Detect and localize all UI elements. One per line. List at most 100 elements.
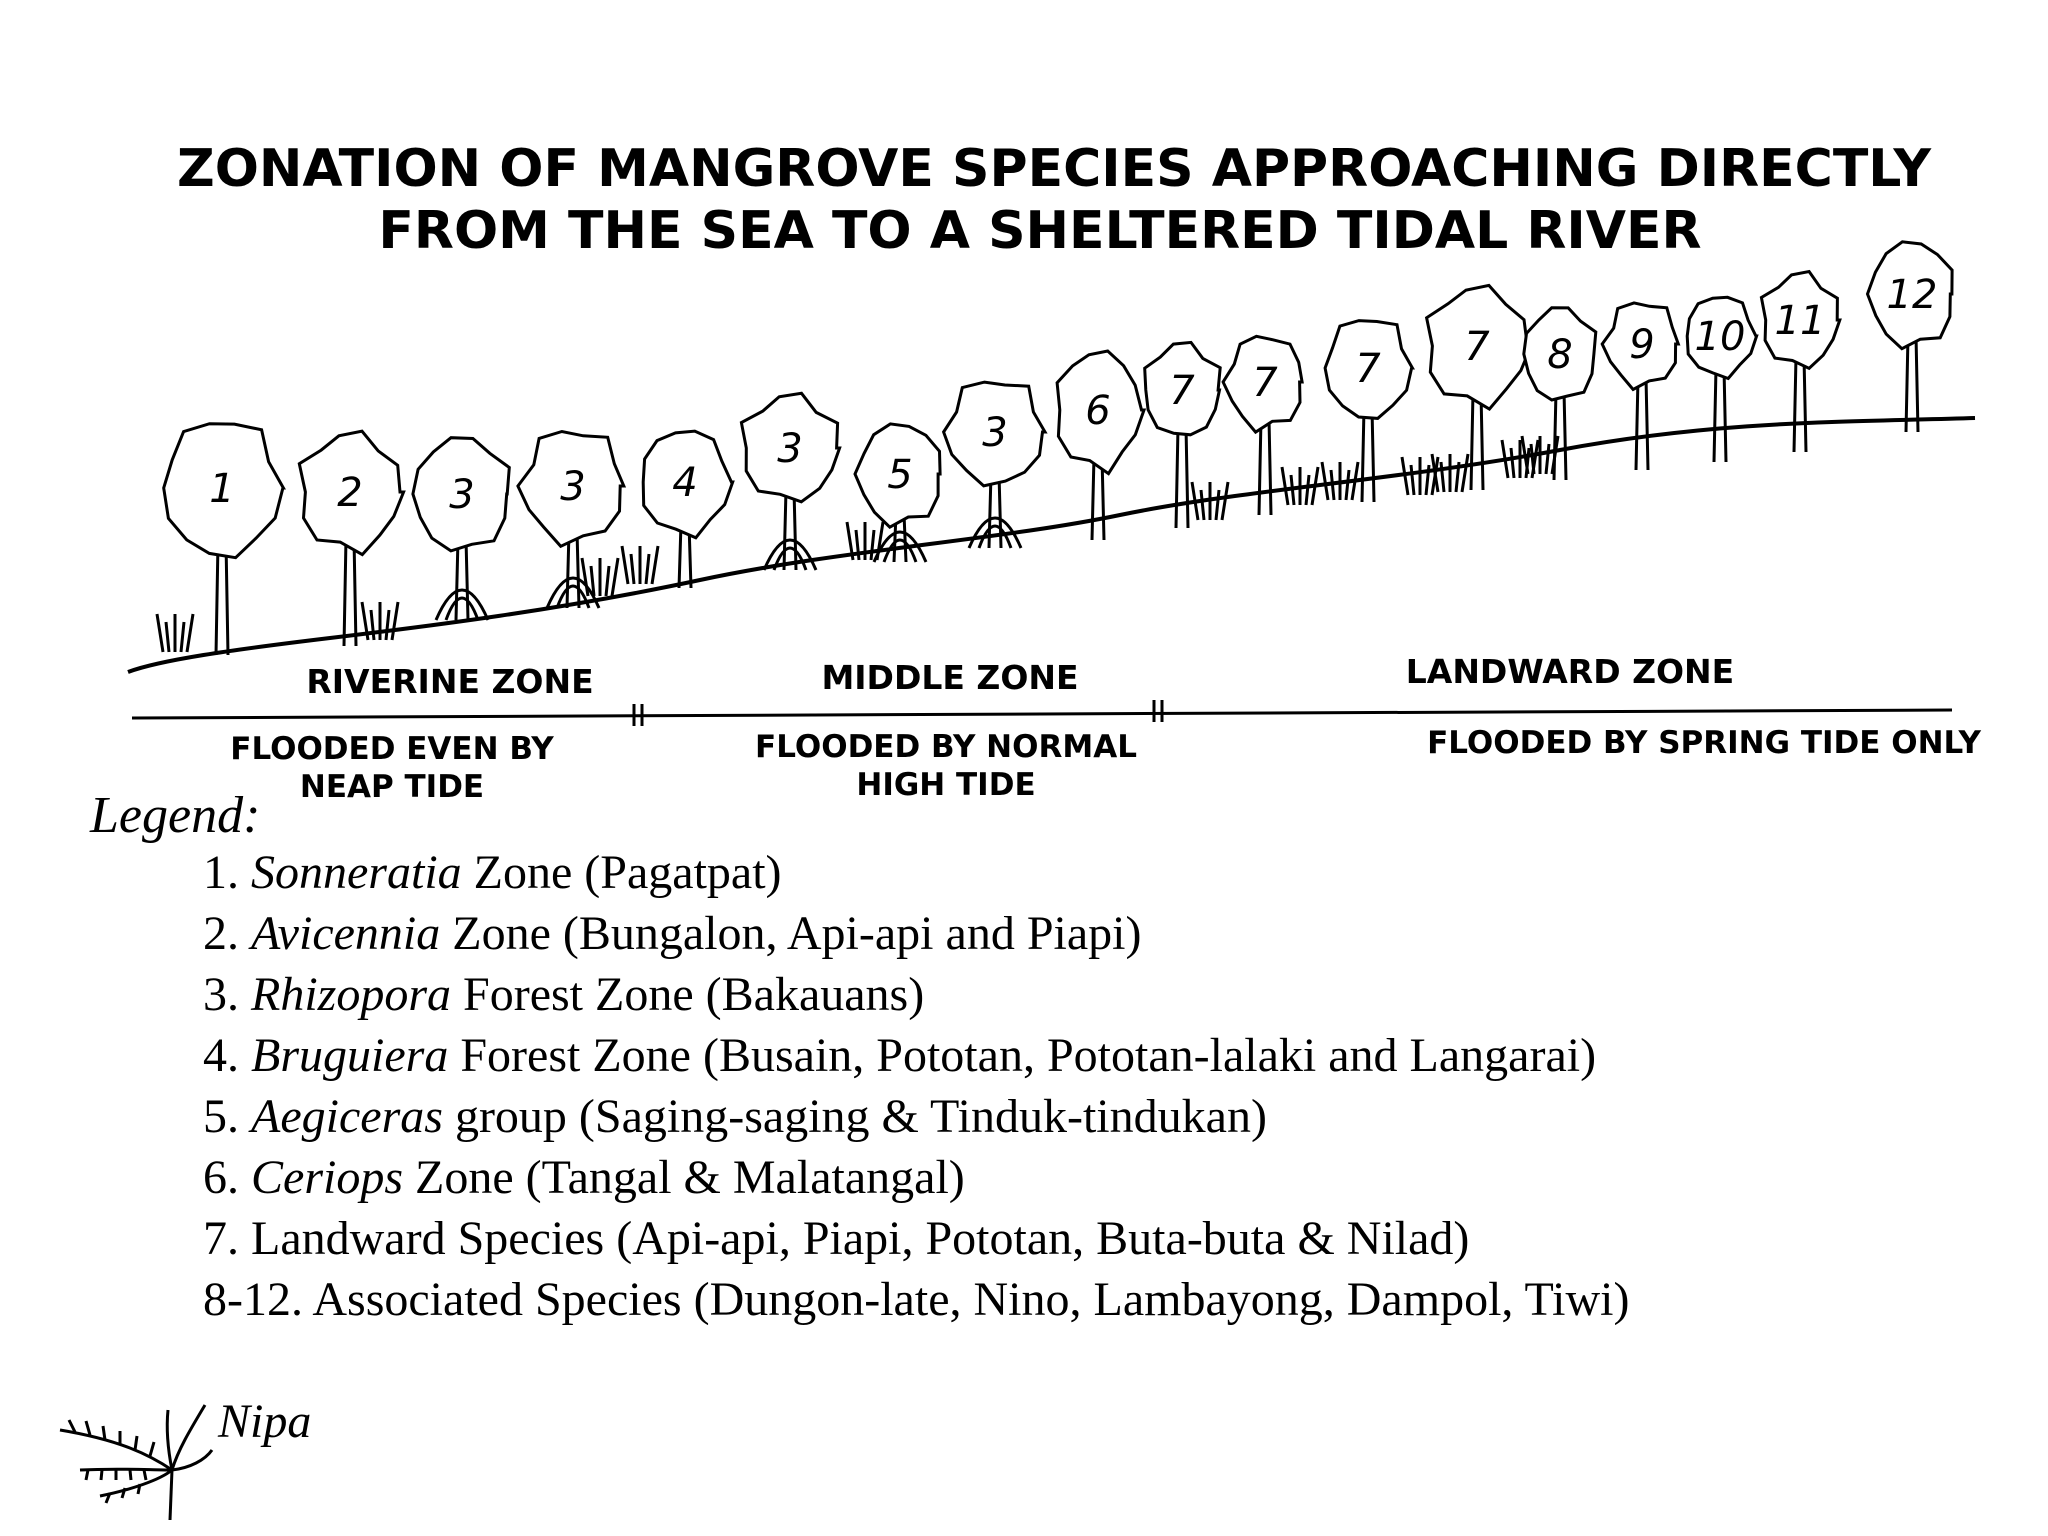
legend-item-description: Zone (Bungalon, Api-api and Piapi) (452, 907, 1142, 960)
tree-4: 3 (516, 429, 627, 609)
legend-item-description: Zone (Pagatpat) (473, 846, 782, 899)
ground-line (127, 416, 1976, 674)
zone-divider-line (131, 708, 1953, 720)
tree-crown (1600, 301, 1681, 392)
tree-10: 7 (1143, 340, 1222, 529)
tree-16: 10 (1685, 295, 1759, 463)
tree-number-label: 7 (1169, 368, 1195, 414)
tree-trunk (1712, 367, 1728, 463)
legend-item-number: 5. (203, 1090, 239, 1143)
tree-trunk (214, 542, 230, 656)
legend-item-3: 3. Rhizopora Forest Zone (Bakauans) (203, 964, 1629, 1025)
riverine-flood-text: FLOODED EVEN BY NEAP TIDE (222, 730, 562, 806)
tree-number-label: 3 (560, 464, 585, 510)
tree-crown (1424, 283, 1534, 412)
legend-item-description: Landward Species (Api-api, Piapi, Potota… (251, 1212, 1470, 1265)
tree-crown (1143, 340, 1222, 437)
tree-trunk (454, 538, 470, 621)
tree-number-label: 1 (209, 466, 234, 512)
tree-trunk (1792, 356, 1808, 453)
tree-trunk (1257, 418, 1273, 516)
tree-trunk (987, 473, 1003, 549)
undergrowth-tuft (1320, 461, 1360, 501)
legend-title: Legend: (90, 787, 261, 844)
tree-3: 3 (411, 436, 511, 621)
legend-item-description: Associated Species (Dungon-late, Nino, L… (312, 1273, 1630, 1326)
tree-crown (516, 429, 627, 549)
tree-8: 3 (941, 380, 1048, 549)
tree-12: 7 (1323, 319, 1415, 503)
tree-number-label: 3 (777, 426, 802, 472)
tree-crown (1522, 306, 1598, 402)
undergrowth-tuft (155, 613, 195, 653)
tree-crown (853, 422, 942, 530)
undergrowth-tuft (1500, 439, 1540, 479)
prop-roots (967, 516, 1023, 549)
legend-list: 1. Sonneratia Zone (Pagatpat) 2. Avicenn… (203, 842, 1629, 1330)
tree-crown (162, 422, 286, 560)
nipa-plant-icon (59, 1404, 214, 1521)
tree-1: 1 (162, 422, 286, 656)
tree-number-label: 10 (1695, 314, 1746, 360)
legend-item-genus: Sonneratia (251, 846, 462, 899)
diagram-title-line-2: FROM THE SEA TO A SHELTERED TIDAL RIVER (378, 201, 1702, 261)
tree-number-label: 7 (1355, 346, 1381, 392)
zone-boundary-marker-2 (1152, 700, 1164, 722)
tree-crown (411, 436, 511, 553)
legend-item-genus: Rhizopora (251, 968, 452, 1021)
nipa-label: Nipa (218, 1395, 312, 1448)
tree-18: 12 (1865, 240, 1954, 433)
tree-trunk (1552, 390, 1568, 481)
riverine-flood-line-1: FLOODED EVEN BY (230, 731, 554, 767)
tree-number-label: 7 (1464, 324, 1490, 370)
legend-item-number: 6. (203, 1151, 239, 1204)
tree-14: 8 (1522, 306, 1598, 481)
legend-item-number: 4. (203, 1029, 239, 1082)
undergrowth-tuft (1520, 435, 1560, 475)
tree-number-label: 11 (1775, 298, 1826, 344)
tree-crown (1685, 295, 1759, 381)
undergrowth-tuft (620, 545, 660, 585)
tree-number-label: 6 (1085, 388, 1110, 434)
tree-crown (641, 429, 735, 540)
tree-crown (297, 429, 406, 557)
legend-item-genus: Ceriops (251, 1151, 404, 1204)
undergrowth-tuft (580, 557, 620, 597)
middle-flood-line-2: HIGH TIDE (856, 767, 1036, 803)
tree-number-label: 7 (1252, 360, 1278, 406)
tree-number-label: 12 (1887, 272, 1938, 318)
tree-number-label: 3 (982, 410, 1007, 456)
diagram-title-line-1: ZONATION OF MANGROVE SPECIES APPROACHING… (177, 139, 1931, 199)
tree-5: 4 (641, 429, 735, 589)
legend-item-4: 4. Bruguiera Forest Zone (Busain, Potota… (203, 1025, 1629, 1086)
tree-11: 7 (1221, 334, 1304, 516)
undergrowth-tuft (1190, 481, 1230, 521)
tree-crown (941, 380, 1048, 488)
tree-crown (1221, 334, 1304, 435)
tree-crown (1759, 269, 1842, 371)
tree-17: 11 (1759, 269, 1842, 453)
tree-crown (1323, 319, 1415, 420)
legend-item-number: 7. (203, 1212, 239, 1265)
legend-item-description: Forest Zone (Bakauans) (463, 968, 925, 1021)
legend-item-genus: Aegiceras (251, 1090, 443, 1143)
legend-item-number: 2. (203, 907, 239, 960)
tree-trunk (1634, 377, 1650, 471)
legend-item-6: 6. Ceriops Zone (Tangal & Malatangal) (203, 1147, 1629, 1208)
legend-item-description: Zone (Tangal & Malatangal) (415, 1151, 965, 1204)
tree-trunk (1904, 335, 1920, 433)
legend-item-8: 8-12. Associated Species (Dungon-late, N… (203, 1269, 1629, 1330)
legend-item-genus: Avicennia (251, 907, 441, 960)
prop-roots (762, 538, 818, 571)
undergrowth-tuft (1430, 453, 1470, 493)
undergrowth-layer (155, 435, 1560, 653)
legend-item-number: 3. (203, 968, 239, 1021)
tree-crown (739, 391, 842, 504)
legend-item-number: 1. (203, 846, 239, 899)
legend-item-description: group (Saging-saging & Tinduk-tindukan) (454, 1090, 1267, 1143)
tree-number-label: 2 (337, 470, 362, 516)
tree-trunk (342, 538, 358, 647)
riverine-flood-line-2: NEAP TIDE (299, 769, 485, 805)
